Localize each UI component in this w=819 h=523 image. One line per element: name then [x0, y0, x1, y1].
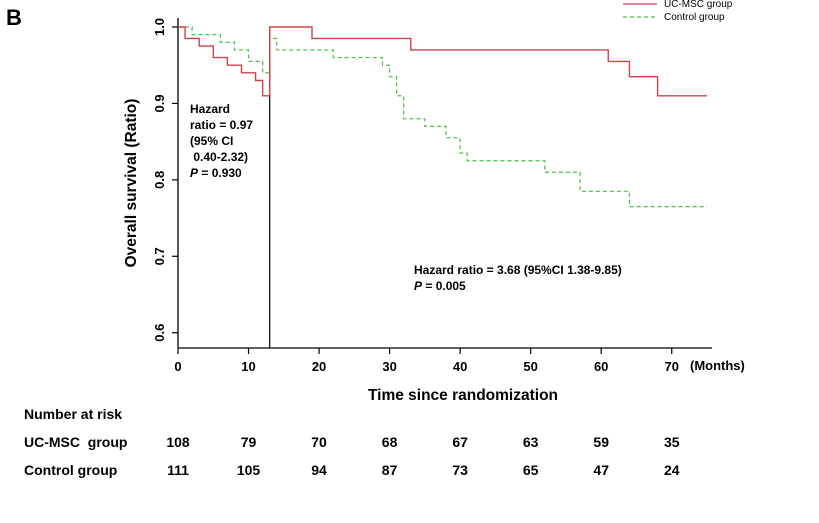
x-tick-label: 0	[174, 359, 181, 374]
x-ticks: 0 10 20 30 40 50 60 70	[174, 348, 679, 374]
risk-value: 67	[452, 434, 468, 450]
series-line-control-group	[178, 26, 707, 208]
legend-label-uc-msc-group: UC-MSC group	[664, 0, 733, 10]
annotation-right-line-1: Hazard ratio = 3.68 (95%CI 1.38-9.85)	[414, 263, 622, 277]
x-tick-label: 20	[312, 359, 326, 374]
x-unit-label: (Months)	[690, 358, 745, 373]
annotation-left: Hazard ratio = 0.97 (95% CI 0.40-2.32) P…	[190, 102, 253, 180]
risk-value: 47	[593, 462, 609, 478]
y-ticks: 0.6 0.7 0.8 0.9 1.0	[152, 18, 178, 342]
risk-value: 70	[311, 434, 327, 450]
x-tick-label: 60	[594, 359, 608, 374]
annotation-left-p-value: P = 0.930	[190, 166, 242, 180]
risk-table: Number at risk UC-MSC group Control grou…	[24, 406, 680, 478]
x-tick-label: 70	[664, 359, 678, 374]
x-axis-title: Time since randomization	[368, 387, 558, 404]
risk-row-label-control: Control group	[24, 462, 117, 478]
x-tick-label: 50	[523, 359, 537, 374]
risk-row-label-uc-msc: UC-MSC group	[24, 434, 127, 450]
risk-value: 63	[523, 434, 539, 450]
annotation-left-line-1: Hazard	[190, 102, 230, 116]
annotation-left-line-4: 0.40-2.32)	[190, 150, 248, 164]
legend-label-control-group: Control group	[664, 12, 725, 23]
risk-values: 108 79 70 68 67 63 59 35 111 105 94 87 73 65 47 24	[166, 434, 679, 478]
risk-value: 87	[382, 462, 398, 478]
annotation-right: Hazard ratio = 3.68 (95%CI 1.38-9.85) P …	[414, 263, 622, 293]
risk-value: 108	[166, 434, 190, 450]
risk-value: 94	[311, 462, 327, 478]
risk-value: 68	[382, 434, 398, 450]
y-axis-title: Overall survival (Ratio)	[123, 99, 140, 268]
annotation-right-p-value: P = 0.005	[414, 279, 466, 293]
risk-value: 79	[241, 434, 257, 450]
annotation-left-line-2: ratio = 0.97	[190, 118, 253, 132]
legend: UC-MSC group Control group	[623, 0, 733, 23]
annotation-left-line-3: (95% CI	[190, 134, 233, 148]
y-tick-label: 0.6	[152, 324, 167, 342]
series-line-uc-msc-group	[178, 26, 707, 97]
y-tick-label: 0.9	[152, 94, 167, 112]
x-tick-label: 10	[241, 359, 255, 374]
risk-value: 105	[237, 462, 261, 478]
risk-value: 73	[452, 462, 468, 478]
risk-value: 35	[664, 434, 680, 450]
risk-value: 65	[523, 462, 539, 478]
risk-value: 24	[664, 462, 680, 478]
risk-table-heading: Number at risk	[24, 406, 122, 422]
x-tick-label: 40	[453, 359, 467, 374]
x-tick-label: 30	[382, 359, 396, 374]
y-tick-label: 0.7	[152, 247, 167, 265]
risk-value: 59	[593, 434, 609, 450]
risk-value: 111	[167, 462, 189, 478]
panel-label: B	[6, 5, 22, 30]
y-tick-label: 1.0	[152, 18, 167, 36]
y-tick-label: 0.8	[152, 171, 167, 189]
